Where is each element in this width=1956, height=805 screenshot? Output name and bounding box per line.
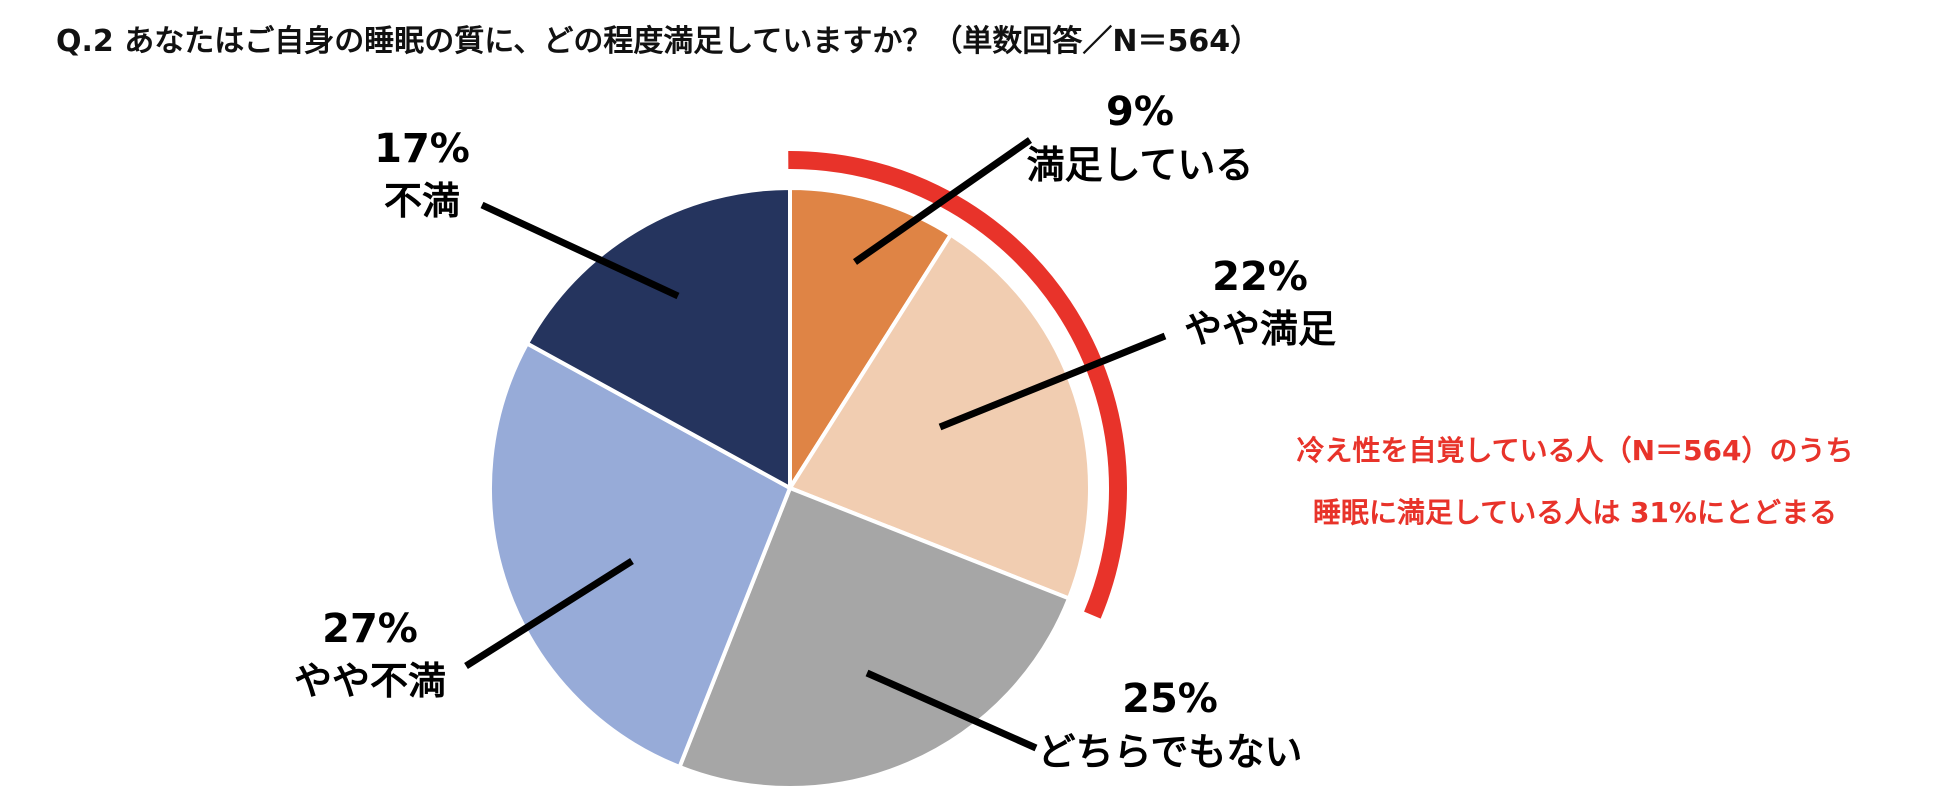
- slice-5-percent-label: 17%: [374, 126, 470, 172]
- annotation-line-2: 睡眠に満足している人は 31%にとどまる: [1313, 496, 1837, 529]
- slice-5-wedge: [525, 186, 792, 490]
- chart-title: Q.2 あなたはご自身の睡眠の質に、どの程度満足していますか？（単数回答／N＝5…: [56, 24, 1261, 59]
- slice-4-wedge: [488, 341, 792, 769]
- slice-1-category-label: 満足している: [1027, 143, 1254, 187]
- slice-4-leader-line: [464, 558, 634, 669]
- slice-3-category-label: どちらでもない: [1038, 730, 1303, 774]
- slice-3-percent-label: 25%: [1122, 676, 1218, 722]
- annotation-line-1: 冷え性を自覚している人（N＝564）のうち: [1296, 434, 1854, 467]
- slice-2-category-label: やや満足: [1184, 307, 1336, 351]
- slice-1-percent-label: 9%: [1106, 89, 1174, 135]
- highlight-arc: [788, 151, 1127, 619]
- slice-1-wedge: [788, 186, 953, 490]
- slice-1-leader-line: [852, 137, 1033, 265]
- slice-5-leader-line: [480, 201, 680, 300]
- slice-2-percent-label: 22%: [1212, 254, 1308, 300]
- slice-4-category-label: やや不満: [294, 659, 446, 703]
- slice-2-leader-line: [938, 332, 1167, 431]
- slice-2-wedge: [788, 232, 1092, 601]
- slice-5-category-label: 不満: [384, 179, 460, 223]
- annotation-note: 冷え性を自覚している人（N＝564）のうち 睡眠に満足している人は 31%にとど…: [1235, 420, 1915, 544]
- slice-3-leader-line: [865, 669, 1038, 752]
- slice-4-percent-label: 27%: [322, 606, 418, 652]
- slice-3-wedge: [677, 486, 1071, 790]
